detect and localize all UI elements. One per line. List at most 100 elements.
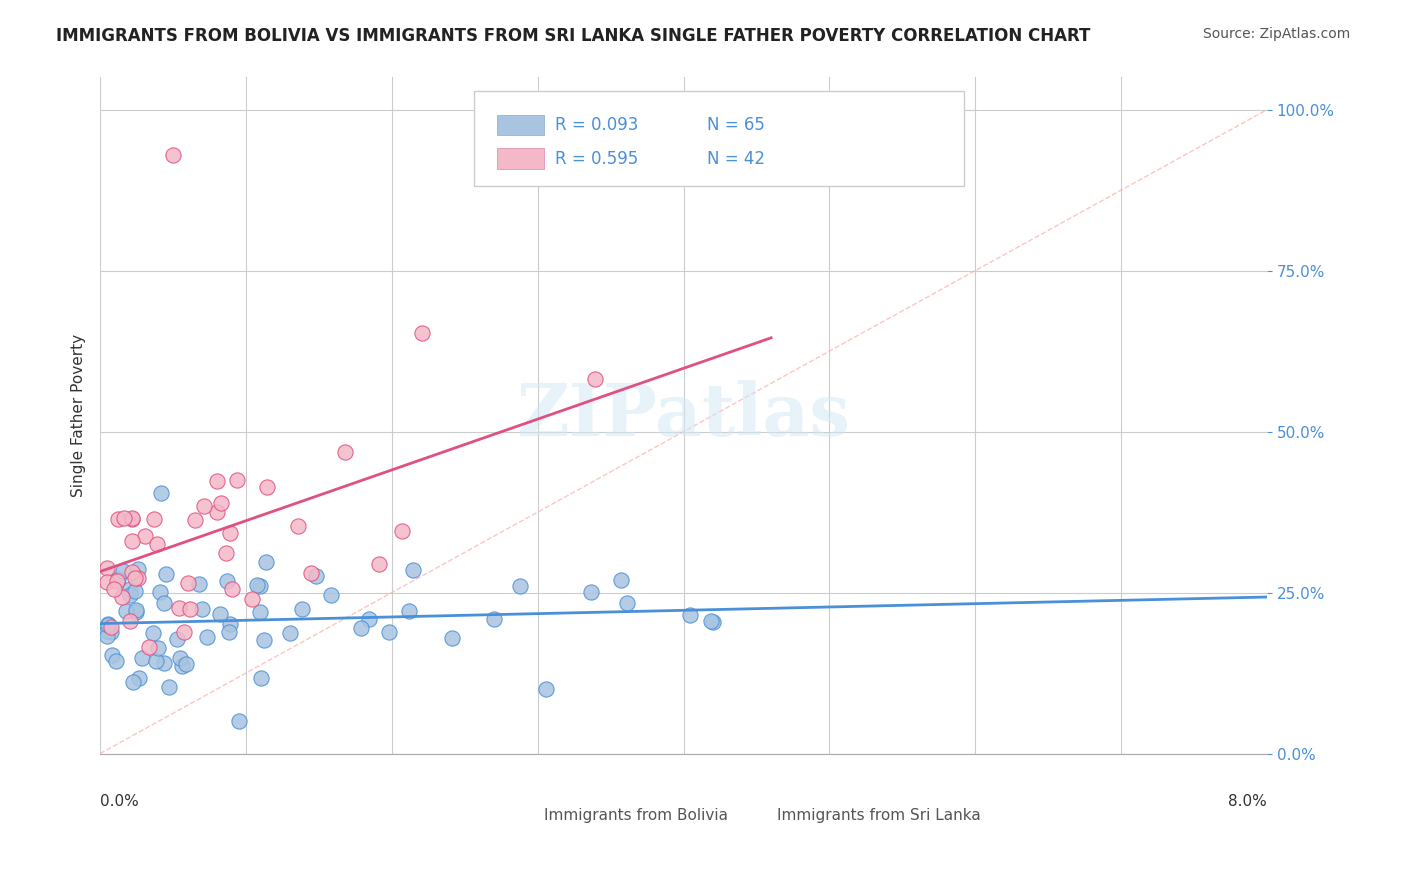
Immigrants from Bolivia xyxy=(190,602,212,616)
Immigrants from Bolivia xyxy=(228,714,250,729)
Immigrants from Sri Lanka xyxy=(103,582,125,597)
Immigrants from Bolivia xyxy=(702,615,724,629)
Text: ZIPatlas: ZIPatlas xyxy=(516,380,851,451)
Immigrants from Bolivia xyxy=(359,612,381,626)
Text: R = 0.093: R = 0.093 xyxy=(555,116,638,134)
Immigrants from Sri Lanka xyxy=(124,571,146,585)
Immigrants from Bolivia xyxy=(246,578,269,592)
Immigrants from Sri Lanka xyxy=(177,576,200,591)
FancyBboxPatch shape xyxy=(496,148,544,169)
Immigrants from Bolivia xyxy=(291,601,314,615)
Immigrants from Bolivia xyxy=(484,612,506,626)
Text: 8.0%: 8.0% xyxy=(1229,794,1267,809)
Immigrants from Bolivia xyxy=(97,618,120,632)
Immigrants from Bolivia xyxy=(215,574,238,588)
Immigrants from Sri Lanka xyxy=(193,499,215,513)
Immigrants from Bolivia xyxy=(208,607,231,622)
Immigrants from Bolivia xyxy=(118,582,141,597)
Immigrants from Sri Lanka xyxy=(121,511,143,525)
Immigrants from Sri Lanka xyxy=(107,512,129,526)
Y-axis label: Single Father Poverty: Single Father Poverty xyxy=(72,334,86,497)
Immigrants from Sri Lanka xyxy=(219,526,242,541)
Immigrants from Sri Lanka xyxy=(162,147,184,161)
Immigrants from Bolivia xyxy=(378,625,401,640)
Immigrants from Bolivia xyxy=(509,579,531,593)
Immigrants from Sri Lanka xyxy=(173,625,195,640)
Immigrants from Bolivia xyxy=(149,585,172,599)
Immigrants from Bolivia xyxy=(195,630,218,644)
Immigrants from Bolivia xyxy=(609,573,631,587)
Immigrants from Bolivia xyxy=(101,648,124,662)
FancyBboxPatch shape xyxy=(730,805,765,822)
Immigrants from Sri Lanka xyxy=(138,640,160,654)
Immigrants from Sri Lanka xyxy=(299,566,322,581)
Immigrants from Bolivia xyxy=(96,624,118,639)
Immigrants from Bolivia xyxy=(127,562,149,576)
Immigrants from Sri Lanka xyxy=(120,615,142,629)
Text: Immigrants from Sri Lanka: Immigrants from Sri Lanka xyxy=(778,807,981,822)
Text: N = 42: N = 42 xyxy=(707,150,765,168)
Immigrants from Sri Lanka xyxy=(391,524,413,539)
Immigrants from Bolivia xyxy=(152,596,174,610)
Immigrants from Sri Lanka xyxy=(207,505,229,519)
Immigrants from Bolivia xyxy=(131,651,153,665)
Immigrants from Bolivia xyxy=(254,555,277,569)
Immigrants from Bolivia xyxy=(250,671,273,685)
Immigrants from Bolivia xyxy=(536,682,558,697)
Immigrants from Sri Lanka xyxy=(215,546,238,560)
Text: N = 65: N = 65 xyxy=(707,116,765,134)
Immigrants from Sri Lanka xyxy=(121,565,143,579)
Immigrants from Bolivia xyxy=(124,584,146,599)
Immigrants from Sri Lanka xyxy=(112,511,135,525)
Immigrants from Sri Lanka xyxy=(287,519,309,533)
Immigrants from Sri Lanka xyxy=(209,496,232,510)
Immigrants from Sri Lanka xyxy=(205,475,228,489)
FancyBboxPatch shape xyxy=(474,91,963,186)
Immigrants from Sri Lanka xyxy=(127,571,149,585)
Immigrants from Sri Lanka xyxy=(121,533,143,548)
Immigrants from Bolivia xyxy=(169,651,191,665)
Immigrants from Sri Lanka xyxy=(583,371,606,385)
Text: 0.0%: 0.0% xyxy=(100,794,139,809)
Immigrants from Sri Lanka xyxy=(226,473,249,487)
Immigrants from Sri Lanka xyxy=(221,582,243,596)
Immigrants from Bolivia xyxy=(253,633,276,648)
Immigrants from Sri Lanka xyxy=(96,561,118,575)
Text: R = 0.595: R = 0.595 xyxy=(555,150,638,168)
Immigrants from Bolivia xyxy=(145,654,167,668)
Immigrants from Bolivia xyxy=(121,674,143,689)
Immigrants from Bolivia xyxy=(100,625,122,640)
Immigrants from Bolivia xyxy=(149,485,172,500)
Immigrants from Bolivia xyxy=(111,564,134,578)
Immigrants from Bolivia xyxy=(155,566,177,581)
Immigrants from Bolivia xyxy=(249,578,271,592)
Immigrants from Sri Lanka xyxy=(121,512,143,526)
Immigrants from Bolivia xyxy=(115,604,138,618)
Immigrants from Bolivia xyxy=(141,626,163,640)
Immigrants from Bolivia xyxy=(402,563,425,577)
Immigrants from Bolivia xyxy=(124,605,146,619)
Immigrants from Bolivia xyxy=(441,631,464,645)
Immigrants from Bolivia xyxy=(278,626,301,640)
Text: Immigrants from Bolivia: Immigrants from Bolivia xyxy=(544,807,727,822)
Immigrants from Sri Lanka xyxy=(167,601,190,615)
Immigrants from Bolivia xyxy=(146,641,169,656)
Immigrants from Sri Lanka xyxy=(179,602,201,616)
Immigrants from Bolivia xyxy=(128,671,150,685)
Immigrants from Sri Lanka xyxy=(333,445,356,459)
Immigrants from Bolivia xyxy=(249,605,271,619)
Immigrants from Bolivia xyxy=(218,625,240,640)
Text: IMMIGRANTS FROM BOLIVIA VS IMMIGRANTS FROM SRI LANKA SINGLE FATHER POVERTY CORRE: IMMIGRANTS FROM BOLIVIA VS IMMIGRANTS FR… xyxy=(56,27,1091,45)
Immigrants from Bolivia xyxy=(125,603,148,617)
FancyBboxPatch shape xyxy=(496,115,544,135)
Immigrants from Sri Lanka xyxy=(367,558,389,572)
Immigrants from Bolivia xyxy=(152,656,174,670)
Immigrants from Bolivia xyxy=(350,621,373,635)
Immigrants from Sri Lanka xyxy=(134,529,156,543)
Immigrants from Sri Lanka xyxy=(105,574,128,589)
Immigrants from Sri Lanka xyxy=(96,575,118,590)
Immigrants from Bolivia xyxy=(105,654,128,668)
Immigrants from Sri Lanka xyxy=(240,592,263,607)
Immigrants from Bolivia xyxy=(700,614,723,628)
Immigrants from Bolivia xyxy=(107,573,129,587)
